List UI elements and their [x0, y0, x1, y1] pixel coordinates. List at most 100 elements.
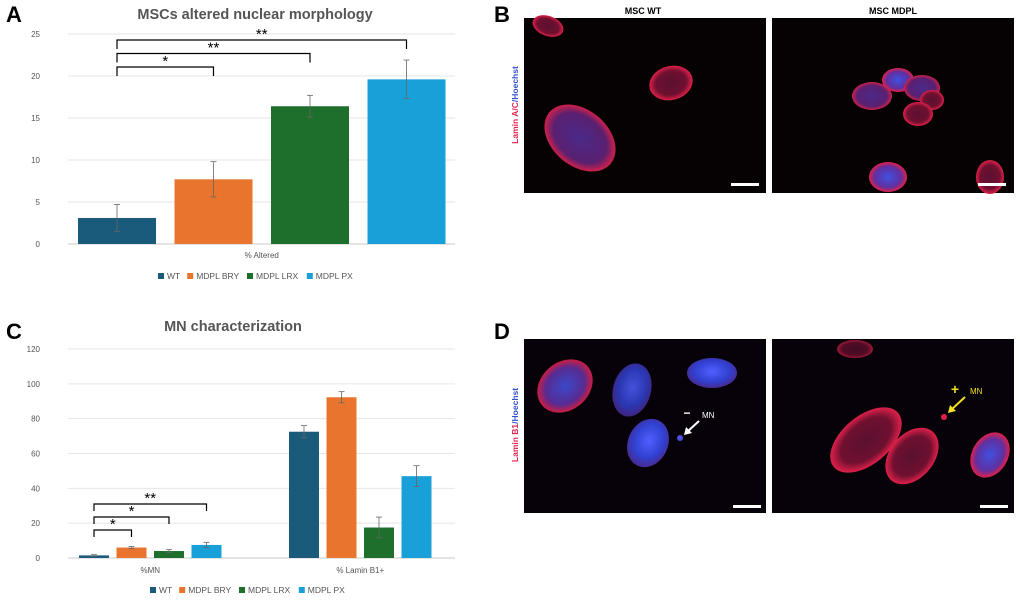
- b-mdpl-nucleus-7: [976, 160, 1004, 194]
- y-tick-label: 60: [31, 450, 40, 459]
- b-right-title: MSC MDPL: [869, 6, 917, 16]
- d-right-scale-bar: [980, 505, 1008, 508]
- d-left-nucleus-1: [537, 359, 593, 413]
- d-right-mn-label: MN: [970, 387, 983, 396]
- legend-label-mdpl-lrx: MDPL LRX: [256, 271, 299, 281]
- significance-label: *: [110, 516, 116, 533]
- d-left-marker: −: [683, 406, 690, 420]
- y-tick-label: 5: [36, 198, 41, 207]
- legend-label-mdpl-lrx: MDPL LRX: [248, 585, 291, 595]
- legend-label-mdpl-bry: MDPL BRY: [196, 271, 239, 281]
- chart-title: MN characterization: [164, 319, 302, 335]
- d-right-nucleus-3: [970, 432, 1010, 478]
- legend-swatch-wt: [158, 273, 164, 279]
- panel-label-b: B: [494, 2, 510, 27]
- legend-label-wt: WT: [167, 271, 180, 281]
- legend-swatch-mdpl-bry: [187, 273, 194, 279]
- significance-bracket: [116, 66, 215, 76]
- bar-mdpl-bry-lamin-b1: [326, 397, 357, 558]
- d-left-micronucleus: [677, 435, 683, 441]
- bar-wt-mn: [79, 555, 109, 558]
- d-stain-hoechst: Hoechst: [510, 388, 520, 422]
- d-right-nucleus-1: [830, 407, 902, 473]
- y-tick-label: 80: [31, 415, 40, 424]
- x-category-label: %MN: [140, 566, 160, 575]
- bar-mdpl-px-mn: [191, 544, 222, 558]
- bar-mdpl-lrx-altered: [271, 106, 349, 245]
- legend-label-wt: WT: [159, 585, 172, 595]
- significance-label: *: [129, 503, 135, 520]
- micrographs-b: MSC WT MSC MDPL Lamin A/C/Hoechst: [510, 6, 1014, 194]
- d-right-nucleus-2: [885, 427, 939, 485]
- chart-mn-characterization: MN characterization 0 20 40 60 80 100 120 %MN % L…: [27, 319, 455, 595]
- significance-label: **: [208, 40, 220, 57]
- significance-bracket: [93, 516, 170, 524]
- b-mdpl-nucleus-6: [869, 162, 907, 192]
- bar-mdpl-bry-mn: [116, 547, 147, 558]
- d-right-arrow: [950, 396, 966, 411]
- chart-altered-morphology: MSCs altered nuclear morphology 0 5 10 15 20 2…: [31, 7, 455, 281]
- d-left-nucleus-3: [687, 358, 737, 388]
- d-right-arrow-head: [948, 405, 956, 413]
- panel-label-a: A: [6, 2, 22, 27]
- chart-title: MSCs altered nuclear morphology: [137, 7, 372, 23]
- y-tick-label: 100: [27, 380, 41, 389]
- b-mdpl-scale-bar: [978, 183, 1006, 186]
- d-left-arrow-head: [684, 427, 692, 435]
- d-right-nucleus-4: [837, 340, 873, 358]
- b-wt-nucleus-2: [649, 65, 693, 101]
- legend-label-mdpl-px: MDPL PX: [308, 585, 345, 595]
- legend-swatch-mdpl-bry: [179, 587, 186, 593]
- y-tick-label: 0: [36, 240, 41, 249]
- b-left-title: MSC WT: [625, 6, 662, 16]
- legend-label-mdpl-px: MDPL PX: [316, 271, 353, 281]
- y-tick-label: 0: [36, 554, 41, 563]
- significance-bracket: [93, 503, 208, 511]
- panel-label-d: D: [494, 319, 510, 344]
- b-stain-sep: /: [510, 99, 520, 102]
- panel-label-c: C: [6, 319, 22, 344]
- b-wt-scale-bar: [731, 183, 759, 186]
- b-wt-nucleus-1: [544, 104, 616, 172]
- legend-swatch-wt: [150, 587, 156, 593]
- significance-bracket: [116, 39, 408, 49]
- y-tick-label: 15: [31, 114, 40, 123]
- legend-swatch-mdpl-px: [306, 273, 313, 279]
- legend-swatch-mdpl-lrx: [247, 273, 253, 279]
- significance-bracket: [93, 529, 133, 537]
- b-stain-label: Lamin A/C/Hoechst: [510, 66, 520, 144]
- d-left-mn-label: MN: [702, 411, 715, 420]
- y-tick-label: 20: [31, 519, 40, 528]
- d-left-nucleus-2: [612, 363, 652, 417]
- d-right-micronucleus: [941, 414, 947, 420]
- d-right-marker: +: [951, 381, 959, 397]
- b-wt-image: [524, 18, 766, 193]
- y-tick-label: 20: [31, 72, 40, 81]
- micrographs-d: Lamin B1/Hoechst − MN + MN: [510, 339, 1014, 513]
- b-wt-nucleus-3: [532, 15, 564, 37]
- b-mdpl-nucleus-1: [852, 82, 892, 110]
- d-left-scale-bar: [733, 505, 761, 508]
- y-tick-label: 40: [31, 484, 40, 493]
- y-tick-label: 120: [27, 345, 41, 354]
- b-mdpl-nucleus-5: [903, 102, 933, 126]
- d-stain-sep: /: [510, 421, 520, 424]
- x-category-label: % Altered: [245, 251, 279, 260]
- significance-label: *: [162, 53, 168, 70]
- b-stain-lamin: Lamin A/C: [510, 102, 520, 144]
- significance-bracket: [116, 52, 311, 63]
- d-left-nucleus-4: [627, 418, 669, 468]
- y-tick-label: 10: [31, 156, 40, 165]
- d-stain-label: Lamin B1/Hoechst: [510, 388, 520, 462]
- legend-label-mdpl-bry: MDPL BRY: [188, 585, 231, 595]
- bar-wt-lamin-b1: [289, 431, 319, 558]
- significance-label: **: [144, 490, 156, 507]
- bar-mdpl-px-lamin-b1: [401, 476, 432, 558]
- d-stain-lamin: Lamin B1: [510, 424, 520, 463]
- b-stain-hoechst: Hoechst: [510, 66, 520, 100]
- significance-label: **: [256, 26, 268, 43]
- bar-mdpl-lrx-mn: [154, 551, 184, 558]
- bar-mdpl-px-altered: [367, 79, 446, 244]
- y-tick-label: 25: [31, 30, 40, 39]
